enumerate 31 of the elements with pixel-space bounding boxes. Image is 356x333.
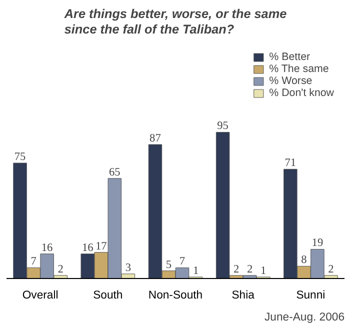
x-tick-label: South <box>93 290 123 302</box>
data-label: 7 <box>179 256 186 268</box>
data-label: 16 <box>41 242 54 254</box>
data-label: 8 <box>301 254 308 266</box>
data-label: 17 <box>95 240 108 252</box>
data-label: 65 <box>108 166 121 178</box>
data-label: 2 <box>58 263 64 276</box>
data-label: 2 <box>234 263 240 276</box>
legend-label: % Better <box>269 51 310 63</box>
x-tick-label: Non-South <box>148 290 203 302</box>
data-label: 95 <box>217 120 229 132</box>
data-label: 75 <box>14 151 26 164</box>
data-label: 2 <box>328 263 334 276</box>
data-label: 2 <box>247 263 254 276</box>
legend-label: % The same <box>269 63 329 75</box>
chart-title: Are things better, worse, or the same since the fall of the Taliban? <box>63 7 287 36</box>
legend-label: % Don't know <box>269 87 334 99</box>
data-label: 1 <box>260 264 266 277</box>
data-label: 1 <box>192 264 199 277</box>
legend-label: % Worse <box>269 75 312 87</box>
data-label: 16 <box>82 242 94 254</box>
x-tick-label: Sunni <box>296 290 326 302</box>
data-label: 87 <box>150 132 162 145</box>
x-tick-label: Shia <box>232 290 256 302</box>
data-label: 7 <box>30 256 37 268</box>
text: June-Aug. 2006 <box>264 312 345 324</box>
data-label: 3 <box>125 262 132 274</box>
x-tick-label: Overall <box>22 290 58 302</box>
data-label: 71 <box>284 157 296 170</box>
data-label: 19 <box>312 237 324 250</box>
data-label: 5 <box>166 258 172 271</box>
